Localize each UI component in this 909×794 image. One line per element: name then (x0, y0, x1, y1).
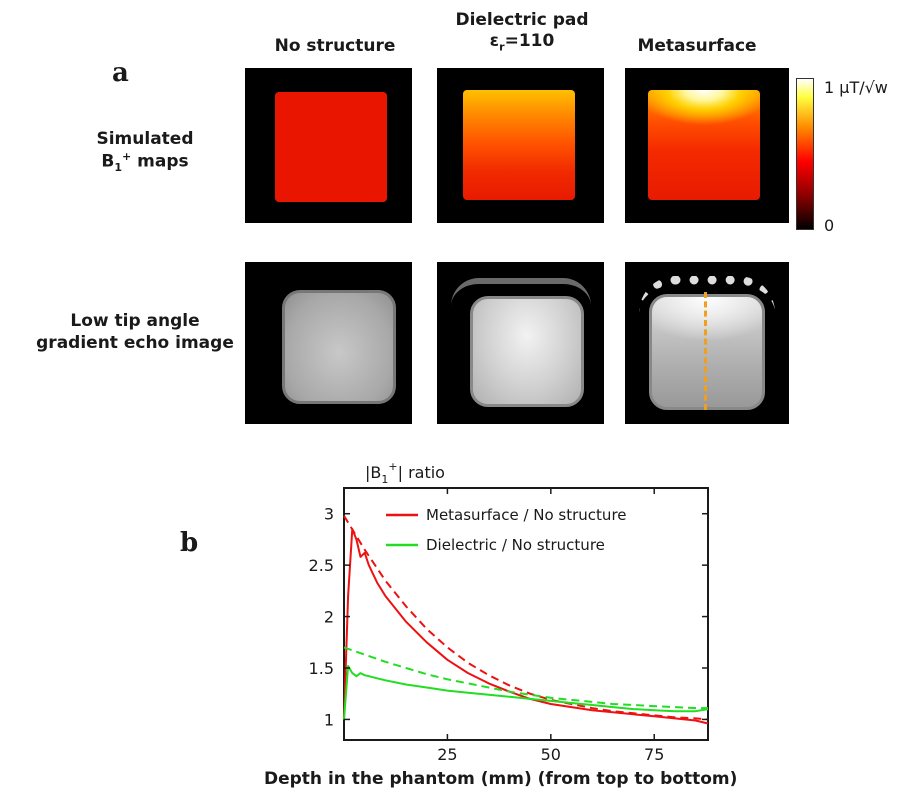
y-tick-label: 1 (324, 710, 334, 729)
y-axis-label: |B1+| ratio (365, 460, 445, 486)
b1-map-dielectric (437, 68, 604, 223)
epsilon-subscript: r (499, 40, 505, 54)
series-layer (343, 515, 709, 725)
dielectric-pad-signal (451, 278, 591, 306)
row-label-gre: Low tip angle gradient echo image (30, 310, 240, 354)
series-dashed-1 (343, 515, 709, 721)
phantom-signal (470, 296, 584, 407)
simulated-line2: B1+ maps (70, 150, 220, 175)
ratio-chart: |B1+| ratio 25 50 75 1 1.5 2 2.5 3 Metasurface … (264, 460, 737, 789)
legend-label: Metasurface / No structure (426, 506, 627, 524)
gre-line1: Low tip angle (70, 311, 200, 331)
phantom-signal (282, 290, 396, 404)
panel-label-b: b (180, 528, 199, 558)
gre-image-dielectric (437, 262, 604, 424)
plot-frame (343, 487, 709, 741)
y-tick-label: 3 (324, 505, 334, 524)
colorbar-max-label: 1 μT/√w (824, 78, 888, 97)
phantom-square (463, 90, 575, 200)
b1-map-no-structure (245, 68, 412, 223)
colorbar-min-label: 0 (824, 216, 835, 235)
column-title-no-structure: No structure (274, 36, 396, 56)
x-tick-label: 50 (541, 745, 561, 764)
series-solid-2 (343, 664, 709, 720)
gre-image-no-structure (245, 262, 412, 424)
profile-line (704, 292, 707, 410)
colorbar (796, 78, 814, 230)
dielectric-title-line2: εr=110 (427, 31, 617, 54)
column-title-dielectric: Dielectric pad εr=110 (427, 10, 617, 54)
tick-layer: 25 50 75 1 1.5 2 2.5 3 (309, 488, 708, 764)
x-tick-label: 25 (437, 745, 457, 764)
legend: Metasurface / No structure Dielectric / N… (386, 506, 627, 554)
x-tick-label: 75 (644, 745, 664, 764)
phantom-signal (649, 294, 765, 410)
panel-label-a: a (112, 58, 129, 88)
column-title-metasurface: Metasurface (637, 36, 757, 56)
b1-superscript: + (122, 150, 132, 164)
b1-map-metasurface (625, 68, 789, 223)
series-dashed-3 (343, 646, 708, 710)
epsilon-symbol: ε (489, 31, 500, 52)
dielectric-title-line1: Dielectric pad (455, 10, 589, 30)
b1-symbol: B (101, 151, 115, 172)
row-label-simulated: Simulated B1+ maps (70, 128, 220, 175)
gre-image-metasurface (625, 262, 789, 424)
x-axis-label: Depth in the phantom (mm) (from top to b… (264, 769, 737, 789)
phantom-square (275, 92, 387, 202)
y-tick-label: 2.5 (309, 556, 334, 575)
y-tick-label: 1.5 (309, 659, 334, 678)
y-tick-label: 2 (324, 608, 334, 627)
legend-label: Dielectric / No structure (426, 536, 605, 554)
plot-box (343, 487, 709, 741)
simulated-line1: Simulated (96, 129, 194, 149)
maps-word: maps (131, 151, 189, 172)
gre-line2: gradient echo image (36, 333, 234, 354)
epsilon-value: =110 (504, 31, 555, 52)
b1-subscript: 1 (114, 161, 122, 175)
phantom-square (648, 90, 760, 200)
metasurface-signal (639, 276, 775, 313)
